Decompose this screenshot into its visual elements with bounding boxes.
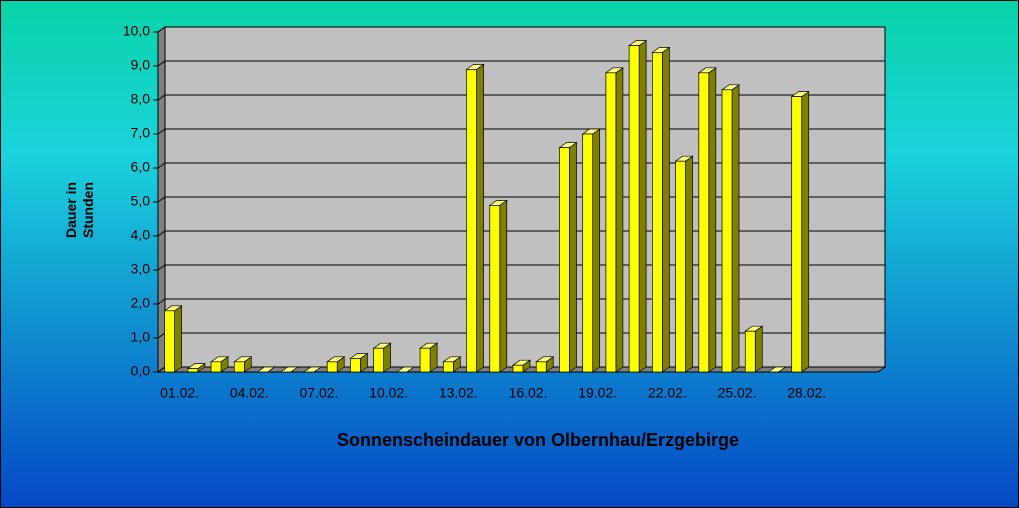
bar [744,330,756,373]
x-tick-label: 28.02. [787,385,826,401]
bar-side [499,199,508,373]
x-tick-label: 22.02. [648,385,687,401]
bar-side [685,155,693,373]
bar-side [801,90,810,373]
x-tick-label: 16.02. [509,385,548,401]
bar [164,310,175,373]
x-tick-label: 13.02. [439,385,478,401]
bar [698,72,710,373]
y-tick-label: 1,0 [131,329,151,345]
bar [489,205,501,373]
x-tick-label: 19.02. [578,385,617,401]
y-tick-label: 7,0 [131,125,151,141]
y-axis-title-line: Dauer in [63,182,79,238]
bar [326,361,338,373]
bar [535,361,547,373]
bar [628,45,640,373]
y-tick-label: 4,0 [131,227,151,243]
y-tick-label: 0,0 [131,363,151,379]
bar [419,347,431,373]
bar-side [569,141,577,373]
grid-line [157,26,885,33]
bar-side [662,46,670,373]
bar [373,347,384,373]
y-tick-label: 10,0 [123,23,150,39]
bar [210,361,222,373]
bar-top [395,366,415,373]
x-tick-label: 04.02. [230,385,269,401]
bar-side [754,325,763,373]
bar [675,160,686,373]
y-tick-label: 9,0 [131,57,151,73]
x-tick-label: 01.02. [160,385,199,401]
y-tick-label: 5,0 [131,193,151,209]
bar-side [592,128,601,373]
bar [466,69,477,373]
y-tick-label: 3,0 [131,261,151,277]
bar [512,364,524,373]
x-tick-label: 25.02. [718,385,757,401]
bar-side [476,63,484,373]
bar [350,358,361,373]
bar [559,147,570,373]
y-axis-title-line: Stunden [80,182,96,238]
x-tick-label: 10.02. [369,385,408,401]
bar [582,133,594,373]
bar-side [638,39,647,373]
bar-side [174,305,182,373]
bar [442,361,454,373]
y-tick-label: 8,0 [131,91,151,107]
bar-side [731,84,740,373]
bar [652,52,663,373]
bar-top [302,366,323,373]
bar [791,96,803,373]
bar-top [256,366,276,373]
y-axis-title: Dauer inStunden [63,182,96,238]
bar [233,361,245,373]
bar-top [767,366,787,373]
bar [605,72,617,373]
y-tick-label: 6,0 [131,159,151,175]
chart-title: Sonnenscheindauer von Olbernhau/Erzgebir… [337,430,739,450]
bar [187,368,199,373]
x-tick-label: 07.02. [299,385,338,401]
y-tick-label: 2,0 [131,295,151,311]
bar-top [279,366,299,373]
bar-side [708,67,717,373]
bar [721,89,733,373]
bar-side [615,67,624,373]
